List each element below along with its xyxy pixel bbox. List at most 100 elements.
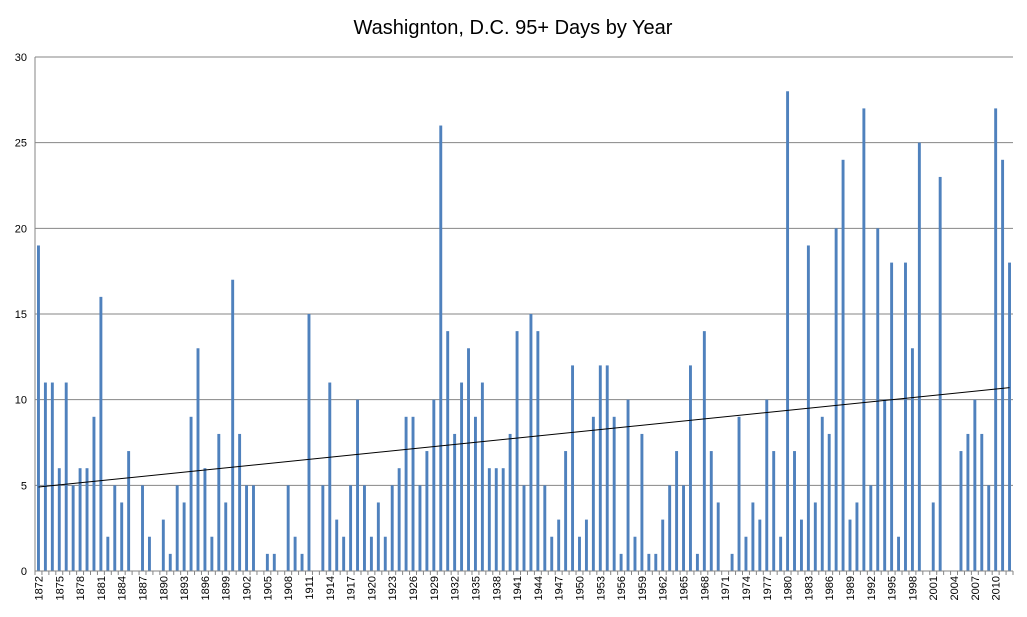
x-tick-label: 2010 [991, 576, 1003, 600]
x-tick-label: 1965 [679, 576, 691, 600]
bar [973, 399, 977, 571]
bar [37, 245, 40, 571]
bar [571, 365, 575, 571]
x-tick-label: 1956 [616, 576, 628, 600]
bar [550, 536, 554, 571]
x-tick-label: 1911 [304, 576, 316, 600]
bar [883, 399, 887, 571]
bar [1001, 159, 1005, 572]
bar [786, 91, 790, 572]
bar [869, 485, 873, 571]
bar [910, 348, 914, 571]
x-tick-label: 1893 [179, 576, 191, 600]
x-tick-label: 1974 [741, 576, 753, 600]
bar [626, 399, 630, 571]
x-tick-label: 1896 [200, 576, 212, 600]
bar [605, 365, 609, 571]
bar [661, 519, 665, 571]
y-tick-label: 25 [15, 138, 27, 150]
x-tick-label: 1980 [783, 576, 795, 600]
bar [411, 416, 415, 571]
bar [376, 502, 380, 571]
bar [203, 468, 207, 571]
x-tick-label: 2004 [949, 576, 961, 600]
bar [536, 331, 540, 571]
bar [827, 433, 831, 571]
bar [356, 399, 359, 571]
bar [689, 365, 692, 571]
bar [383, 536, 387, 571]
x-tick-label: 2001 [928, 576, 940, 600]
bar [272, 553, 276, 571]
bar [702, 331, 706, 571]
x-tick-label: 1884 [117, 576, 129, 600]
bar [487, 468, 491, 571]
bar [647, 553, 651, 571]
bar [99, 296, 103, 571]
bar [92, 416, 96, 571]
y-tick-label: 20 [15, 223, 27, 235]
bar [293, 536, 297, 571]
bar [168, 553, 172, 571]
bar [335, 519, 339, 571]
bar [286, 485, 290, 571]
bar [994, 108, 998, 572]
bar [196, 348, 200, 571]
bar [744, 536, 748, 571]
x-tick-label: 1881 [96, 576, 108, 600]
bar [467, 348, 470, 571]
bar [682, 485, 685, 571]
trendline [38, 387, 1010, 488]
y-tick-label: 15 [15, 309, 27, 321]
x-tick-label: 1941 [512, 576, 524, 600]
bar [931, 502, 935, 571]
bar [217, 433, 221, 571]
bar [446, 331, 450, 571]
y-tick-label: 5 [21, 480, 27, 492]
bar [210, 536, 214, 571]
bar [820, 416, 824, 571]
bar [508, 433, 512, 571]
bar [633, 536, 637, 571]
x-tick-label: 1917 [346, 576, 358, 600]
bar [473, 416, 477, 571]
bar [390, 485, 394, 571]
bar [987, 485, 991, 571]
bar [841, 159, 845, 572]
bar [640, 433, 644, 571]
bar [501, 468, 505, 571]
bar [404, 416, 408, 571]
bar [522, 485, 526, 571]
bar [557, 519, 561, 571]
bar [147, 536, 151, 571]
bar [529, 314, 533, 571]
bar [737, 416, 741, 571]
bar [245, 485, 249, 571]
bar [182, 502, 186, 571]
bar [862, 108, 866, 572]
bar [598, 365, 602, 571]
bar [265, 553, 269, 571]
bar [328, 382, 332, 571]
bar [564, 451, 568, 571]
x-tick-label: 1878 [75, 576, 87, 600]
bar [106, 536, 110, 571]
x-tick-label: 1944 [533, 576, 545, 600]
x-tick-label: 1995 [887, 576, 899, 600]
bar [848, 519, 852, 571]
bar [238, 433, 242, 571]
x-tick-label: 1938 [491, 576, 503, 600]
bar [709, 451, 713, 571]
y-tick-label: 30 [15, 52, 27, 64]
bar [799, 519, 803, 571]
bar [765, 399, 769, 571]
bar [439, 125, 443, 572]
x-tick-label: 1920 [366, 576, 378, 600]
bar [252, 485, 255, 571]
bar [897, 536, 901, 571]
bar [342, 536, 346, 571]
bar [224, 502, 228, 571]
bar [904, 262, 907, 571]
bar [758, 519, 762, 571]
